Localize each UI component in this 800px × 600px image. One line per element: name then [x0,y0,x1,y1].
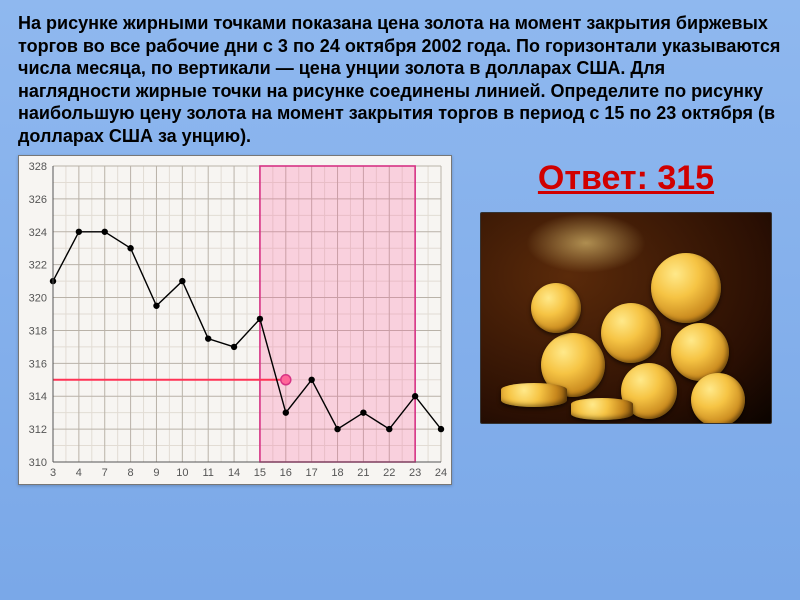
svg-text:22: 22 [383,467,395,479]
glow-effect [526,213,646,273]
svg-text:24: 24 [435,467,447,479]
svg-text:21: 21 [357,467,369,479]
svg-text:328: 328 [29,161,47,173]
svg-text:18: 18 [331,467,343,479]
svg-text:318: 318 [29,325,47,337]
coin-icon [651,253,721,323]
svg-text:16: 16 [280,467,292,479]
answer-label: Ответ: 315 [538,159,714,198]
problem-text: На рисунке жирными точками показана цена… [0,0,800,155]
svg-text:320: 320 [29,293,47,305]
coin-icon [531,283,581,333]
svg-text:23: 23 [409,467,421,479]
svg-text:15: 15 [254,467,266,479]
coin-icon [601,303,661,363]
svg-text:8: 8 [128,467,134,479]
svg-text:314: 314 [29,391,47,403]
svg-text:324: 324 [29,227,47,239]
gold-price-chart: 310 312 314 316 318 320 322 324 326 328 3 4 7 8 9 10 11 1… [18,155,452,485]
right-column: Ответ: 315 [470,155,782,485]
svg-text:4: 4 [76,467,82,479]
svg-text:310: 310 [29,457,47,469]
svg-text:7: 7 [102,467,108,479]
svg-text:326: 326 [29,194,47,206]
svg-text:316: 316 [29,358,47,370]
chart-svg: 310 312 314 316 318 320 322 324 326 328 3 4 7 8 9 10 11 1… [19,156,451,484]
svg-text:9: 9 [153,467,159,479]
svg-text:11: 11 [202,467,213,479]
svg-text:17: 17 [306,467,318,479]
svg-text:10: 10 [176,467,188,479]
svg-text:312: 312 [29,424,47,436]
svg-text:322: 322 [29,260,47,272]
svg-text:3: 3 [50,467,56,479]
coin-icon [691,373,745,424]
gold-coins-image [480,212,772,424]
svg-text:14: 14 [228,467,240,479]
coin-icon [571,398,633,420]
coin-icon [501,383,567,407]
content-row: 310 312 314 316 318 320 322 324 326 328 3 4 7 8 9 10 11 1… [0,155,800,485]
